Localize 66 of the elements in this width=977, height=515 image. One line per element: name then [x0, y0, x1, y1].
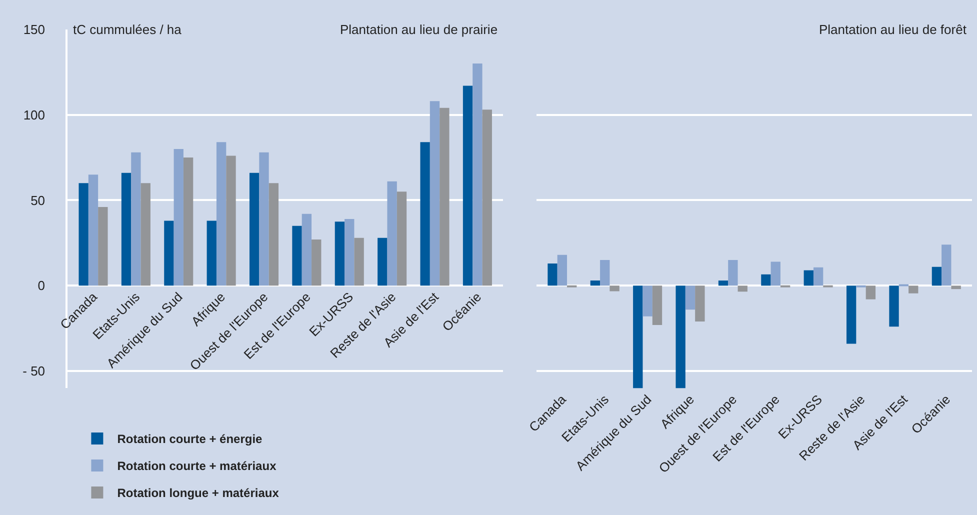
y-tick-label: - 50: [22, 364, 46, 379]
bar: [344, 219, 354, 286]
bar: [440, 108, 450, 286]
bar: [932, 266, 942, 286]
y-axis-title: tC cummulées / ha: [73, 22, 182, 37]
bar: [430, 101, 440, 286]
bar: [292, 226, 302, 286]
bar: [770, 262, 780, 286]
bar: [354, 238, 364, 286]
chart-title: Plantation au lieu de prairie: [340, 22, 498, 37]
bar: [610, 286, 620, 292]
bar: [268, 183, 279, 286]
bar: [908, 286, 918, 294]
bar: [396, 192, 407, 286]
bar: [652, 286, 662, 325]
bar: [88, 174, 98, 286]
bar: [226, 156, 236, 286]
bar: [312, 240, 322, 286]
bar: [472, 64, 482, 286]
chart-title: Plantation au lieu de forêt: [819, 22, 967, 37]
bar: [216, 142, 226, 286]
bar: [813, 267, 824, 286]
bar: [334, 222, 345, 286]
bar: [951, 286, 961, 290]
legend-label: Rotation longue + matériaux: [117, 486, 280, 500]
legend-label: Rotation courte + énergie: [117, 432, 263, 446]
bar: [462, 86, 473, 286]
bar: [557, 254, 568, 286]
y-tick-label: 100: [23, 107, 46, 122]
bar: [206, 220, 216, 286]
bar: [804, 270, 814, 286]
legend-label: Rotation courte + matériaux: [117, 459, 277, 474]
bar: [718, 280, 728, 286]
bar: [942, 244, 952, 286]
bar: [140, 183, 150, 286]
bar: [685, 286, 696, 310]
bar: [676, 286, 686, 388]
y-tick-label: 0: [38, 278, 46, 294]
bar: [249, 172, 260, 286]
bar: [866, 286, 876, 300]
bar: [164, 220, 174, 286]
bar: [889, 286, 899, 327]
bar: [642, 286, 652, 316]
bar: [846, 286, 856, 344]
bar: [600, 260, 610, 286]
bar: [420, 142, 430, 286]
bar: [78, 183, 88, 286]
bar: [590, 280, 600, 286]
bar: [387, 181, 397, 286]
bar: [98, 207, 108, 286]
bar: [761, 274, 771, 286]
bar: [302, 214, 312, 286]
bar: [121, 172, 132, 286]
bar: [378, 238, 388, 286]
bar: [482, 110, 492, 286]
bar: [174, 148, 184, 286]
bar: [183, 157, 194, 286]
bar: [131, 152, 141, 286]
y-tick-label: 150: [23, 22, 46, 37]
bar: [695, 286, 705, 322]
bar: [548, 263, 558, 286]
y-tick-label: 50: [30, 192, 46, 208]
bar: [728, 260, 738, 286]
bar: [738, 286, 748, 292]
bar: [633, 286, 643, 388]
bar: [259, 152, 269, 286]
